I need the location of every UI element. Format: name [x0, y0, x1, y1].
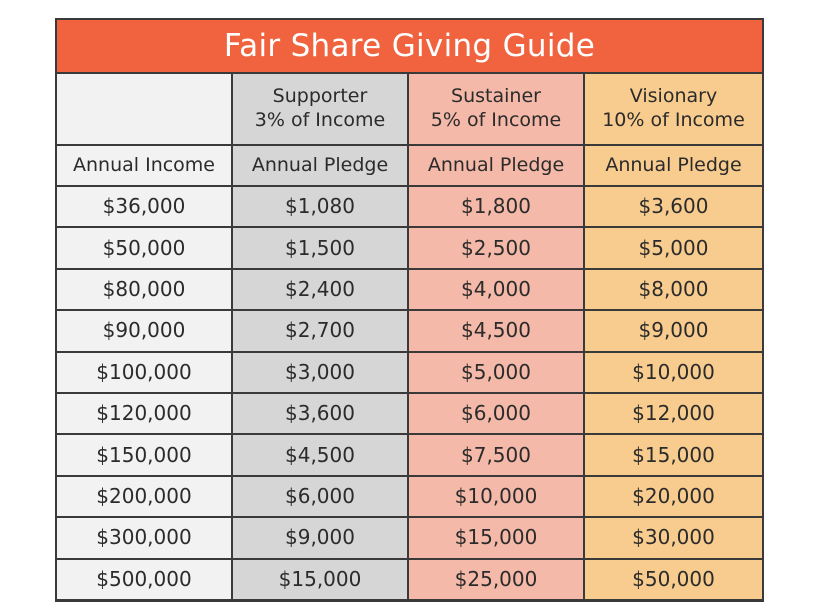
- supporter-pledge-cell: $2,400: [233, 269, 407, 310]
- income-cell: $120,000: [57, 393, 231, 434]
- visionary-pledge-cell: $30,000: [585, 518, 762, 558]
- supporter-pledge-cell: $2,700: [233, 311, 407, 351]
- income-cell: $300,000: [57, 518, 231, 558]
- tier-rate: 3% of Income: [254, 109, 386, 131]
- income-cell: $100,000: [57, 352, 231, 392]
- visionary-pledge-cell: $50,000: [585, 559, 762, 599]
- sustainer-pledge-cell: $5,000: [409, 352, 583, 392]
- header-blank-cell: [57, 74, 231, 144]
- sustainer-pledge-cell: $1,800: [409, 187, 583, 227]
- supporter-pledge-cell: $3,000: [233, 352, 407, 392]
- visionary-pledge-cell: $3,600: [585, 187, 762, 227]
- column-header-income: Annual Income: [57, 146, 231, 185]
- supporter-pledge-cell: $3,600: [233, 393, 407, 434]
- sustainer-pledge-cell: $10,000: [409, 476, 583, 517]
- tier-name: Supporter: [272, 85, 368, 108]
- visionary-pledge-cell: $15,000: [585, 435, 762, 475]
- sustainer-pledge-cell: $15,000: [409, 518, 583, 558]
- supporter-pledge-cell: $6,000: [233, 476, 407, 517]
- supporter-pledge-cell: $4,500: [233, 435, 407, 475]
- income-cell: $150,000: [57, 435, 231, 475]
- tier-name: Visionary: [629, 85, 718, 108]
- income-cell: $36,000: [57, 187, 231, 227]
- tier-header-supporter: Supporter 3% of Income: [233, 74, 407, 144]
- tier-header-visionary: Visionary 10% of Income: [585, 74, 762, 144]
- supporter-pledge-cell: $9,000: [233, 518, 407, 558]
- tier-rate: 10% of Income: [602, 109, 745, 131]
- income-cell: $80,000: [57, 269, 231, 310]
- sustainer-pledge-cell: $6,000: [409, 393, 583, 434]
- visionary-pledge-cell: $5,000: [585, 228, 762, 268]
- sustainer-pledge-cell: $7,500: [409, 435, 583, 475]
- sustainer-pledge-cell: $25,000: [409, 559, 583, 599]
- supporter-pledge-cell: $15,000: [233, 559, 407, 599]
- giving-table: Supporter 3% of Income Sustainer 5% of I…: [57, 74, 762, 599]
- tier-header-sustainer: Sustainer 5% of Income: [409, 74, 583, 144]
- tier-name: Sustainer: [451, 85, 541, 108]
- column-header-visionary-pledge: Annual Pledge: [585, 146, 762, 185]
- column-header-sustainer-pledge: Annual Pledge: [409, 146, 583, 185]
- visionary-pledge-cell: $20,000: [585, 476, 762, 517]
- sustainer-pledge-cell: $4,500: [409, 311, 583, 351]
- income-cell: $500,000: [57, 559, 231, 599]
- sustainer-pledge-cell: $4,000: [409, 269, 583, 310]
- visionary-pledge-cell: $12,000: [585, 393, 762, 434]
- page-title: Fair Share Giving Guide: [57, 20, 762, 72]
- column-header-supporter-pledge: Annual Pledge: [233, 146, 407, 185]
- sustainer-pledge-cell: $2,500: [409, 228, 583, 268]
- supporter-pledge-cell: $1,080: [233, 187, 407, 227]
- visionary-pledge-cell: $9,000: [585, 311, 762, 351]
- supporter-pledge-cell: $1,500: [233, 228, 407, 268]
- tier-rate: 5% of Income: [430, 109, 562, 131]
- visionary-pledge-cell: $10,000: [585, 352, 762, 392]
- income-cell: $50,000: [57, 228, 231, 268]
- income-cell: $200,000: [57, 476, 231, 517]
- visionary-pledge-cell: $8,000: [585, 269, 762, 310]
- income-cell: $90,000: [57, 311, 231, 351]
